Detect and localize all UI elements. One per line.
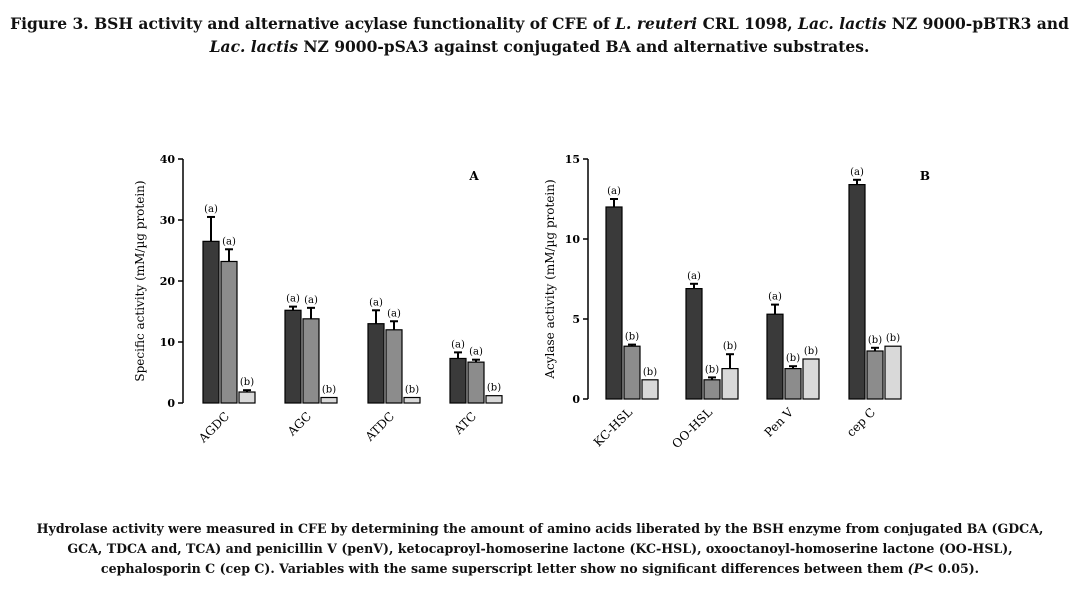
significance-letter: (b) (643, 367, 657, 378)
significance-letter: (a) (687, 271, 701, 282)
bar (703, 379, 721, 400)
bar (866, 350, 884, 400)
significance-letter: (a) (387, 308, 401, 319)
figure-title: Figure 3. BSH activity and alternative a… (0, 12, 1079, 58)
bar (721, 368, 739, 400)
significance-letter: (a) (204, 204, 218, 215)
caption-part: < 0.05). (923, 561, 980, 576)
category-label: AGC (284, 409, 314, 439)
significance-letter: (b) (723, 341, 737, 352)
significance-letter: (b) (240, 377, 254, 388)
title-part: L. reuteri (615, 14, 698, 33)
panel-b-chart: 0 5 10 15 Acylase activity (mM/µg protein) B (… (543, 153, 930, 451)
y-tick-label: 10 (565, 233, 581, 246)
bar (623, 345, 641, 400)
category-label: OO-HSL (669, 405, 715, 451)
category-label: AGDC (195, 409, 232, 446)
y-tick-label: 30 (160, 214, 176, 227)
significance-letter: (b) (804, 346, 818, 357)
bar (685, 288, 703, 400)
significance-letter: (a) (451, 339, 465, 350)
bar (848, 184, 866, 400)
category-label: cep C (844, 405, 878, 439)
bar (641, 379, 659, 400)
bar (385, 329, 403, 404)
bar (784, 368, 802, 400)
significance-letter: (b) (868, 335, 882, 346)
y-tick-label: 40 (160, 153, 176, 166)
bar (367, 323, 385, 404)
bar (202, 240, 220, 404)
bar (238, 391, 256, 404)
bar (449, 357, 467, 404)
category-label: Pen V (762, 405, 797, 440)
caption-part: Hydrolase activity were measured in CFE … (36, 521, 1044, 576)
significance-letter: (a) (469, 347, 483, 358)
significance-letter: (a) (850, 167, 864, 178)
title-part: NZ 9000-pSA3 against conjugated BA and a… (297, 37, 870, 56)
category-label: KC-HSL (591, 405, 635, 449)
bar (485, 395, 503, 404)
panel-a-chart: 0 10 20 30 40 Specific activity (mM/µg protei… (133, 153, 503, 446)
title-part: CRL 1098, (697, 14, 799, 33)
bar (766, 313, 784, 400)
figure-caption: Hydrolase activity were measured in CFE … (20, 519, 1060, 579)
significance-letter: (a) (222, 236, 236, 247)
bar (802, 358, 820, 400)
significance-letter: (a) (768, 292, 782, 303)
significance-letter: (a) (369, 297, 383, 308)
panel-label: B (920, 169, 930, 183)
bar (605, 206, 623, 400)
y-tick-label: 5 (572, 313, 580, 326)
bar (220, 260, 238, 404)
panel-label: A (468, 169, 479, 183)
y-axis-label: Acylase activity (mM/µg protein) (543, 179, 557, 379)
y-tick-label: 20 (160, 275, 176, 288)
category-label: ATC (451, 409, 479, 437)
y-axis-label: Specific activity (mM/µg protein) (133, 180, 147, 381)
caption-part: (P (907, 561, 924, 576)
title-part: Lac. lactis (209, 37, 298, 56)
significance-letter: (b) (886, 333, 900, 344)
bar (403, 396, 421, 404)
significance-letter: (a) (607, 186, 621, 197)
y-tick-label: 0 (167, 397, 175, 410)
bar (467, 361, 485, 404)
y-tick-label: 15 (565, 153, 580, 166)
significance-letter: (a) (304, 295, 318, 306)
title-part: Figure 3. BSH activity and alternative a… (10, 14, 616, 33)
significance-letter: (b) (705, 364, 719, 375)
y-tick-label: 10 (160, 336, 176, 349)
title-part: NZ 9000-pBTR3 and (886, 14, 1069, 33)
bar (302, 318, 320, 404)
significance-letter: (a) (286, 294, 300, 305)
significance-letter: (b) (786, 353, 800, 364)
y-tick-label: 0 (572, 393, 580, 406)
bar (320, 396, 338, 404)
significance-letter: (b) (487, 383, 501, 394)
category-label: ATDC (362, 409, 397, 444)
bar (284, 309, 302, 404)
significance-letter: (b) (625, 332, 639, 343)
significance-letter: (b) (322, 385, 336, 396)
significance-letter: (b) (405, 385, 419, 396)
bar (884, 345, 902, 400)
title-part: Lac. lactis (798, 14, 887, 33)
